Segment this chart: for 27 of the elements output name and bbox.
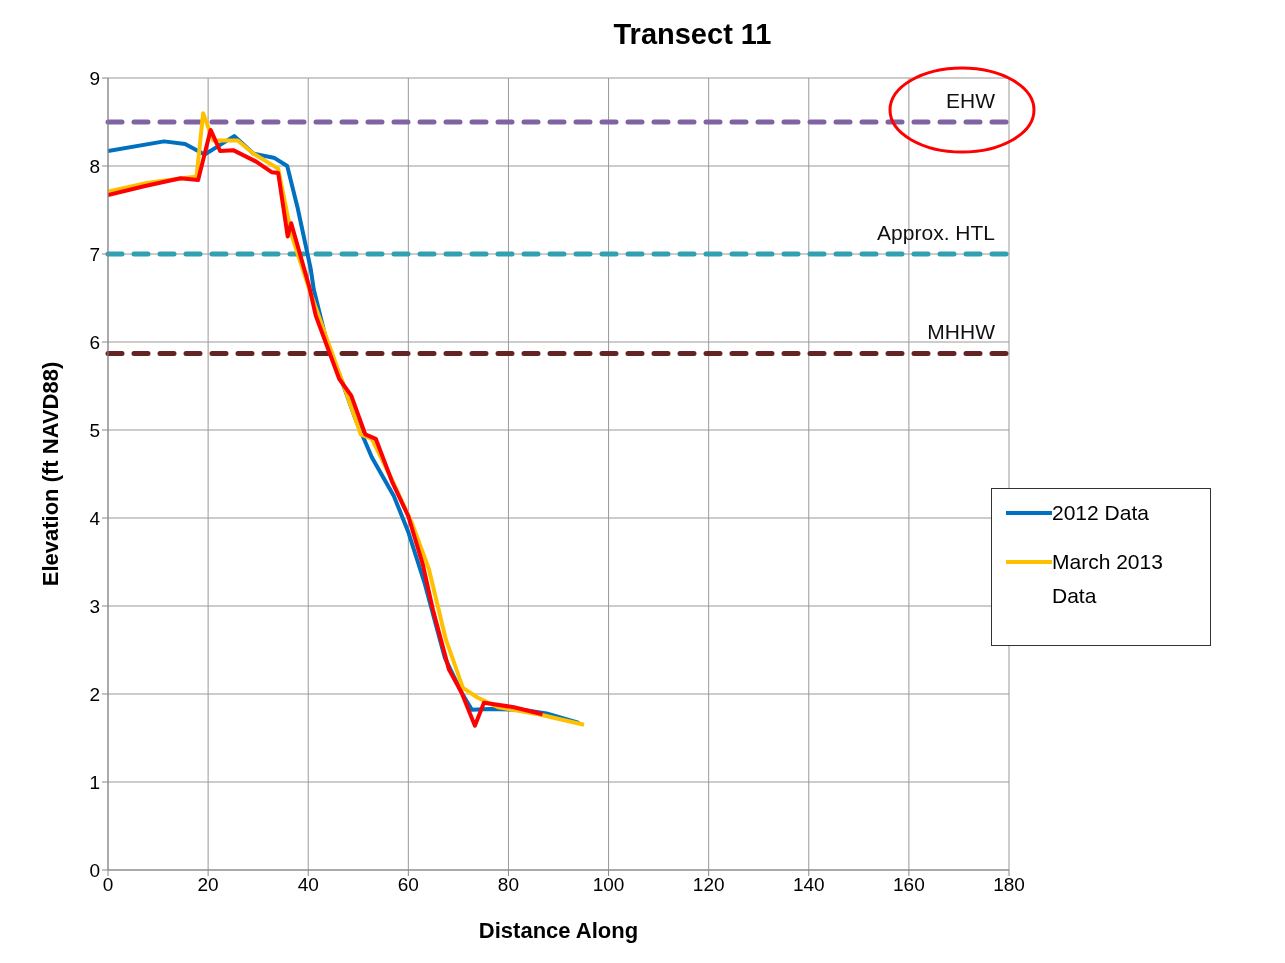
x-tick-label: 20: [197, 874, 219, 896]
ref-line-label: MHHW: [927, 320, 996, 344]
y-tick-label: 0: [89, 859, 100, 881]
x-tick-label: 40: [297, 874, 319, 896]
y-tick-label: 5: [89, 419, 100, 441]
x-tick-label: 140: [792, 874, 825, 896]
y-tick-label: 7: [89, 243, 100, 265]
x-tick-label: 120: [692, 874, 725, 896]
ref-line-label: EHW: [946, 89, 996, 112]
y-tick-label: 1: [89, 771, 100, 793]
y-tick-label: 2: [89, 683, 100, 705]
x-tick-label: 180: [993, 874, 1025, 896]
y-tick-label: 8: [89, 155, 100, 177]
x-axis-title: Distance Along: [478, 918, 639, 943]
chart-title: Transect 11: [612, 17, 773, 52]
ref-line-label: Approx. HTL: [877, 221, 995, 244]
legend-label: March 2013 Data: [1052, 549, 1164, 609]
y-tick-label: 4: [89, 507, 101, 529]
y-tick-label: 3: [89, 595, 100, 617]
y-tick-label: 9: [89, 67, 100, 89]
x-tick-label: 100: [592, 874, 625, 896]
x-tick-label: 160: [893, 874, 925, 896]
y-tick-label: 6: [89, 331, 100, 353]
x-tick-label: 60: [397, 874, 419, 896]
legend-label: 2012 Data: [1052, 500, 1149, 526]
y-axis-title: Elevation (ft NAVD88): [37, 361, 63, 587]
x-tick-label: 80: [497, 874, 520, 896]
